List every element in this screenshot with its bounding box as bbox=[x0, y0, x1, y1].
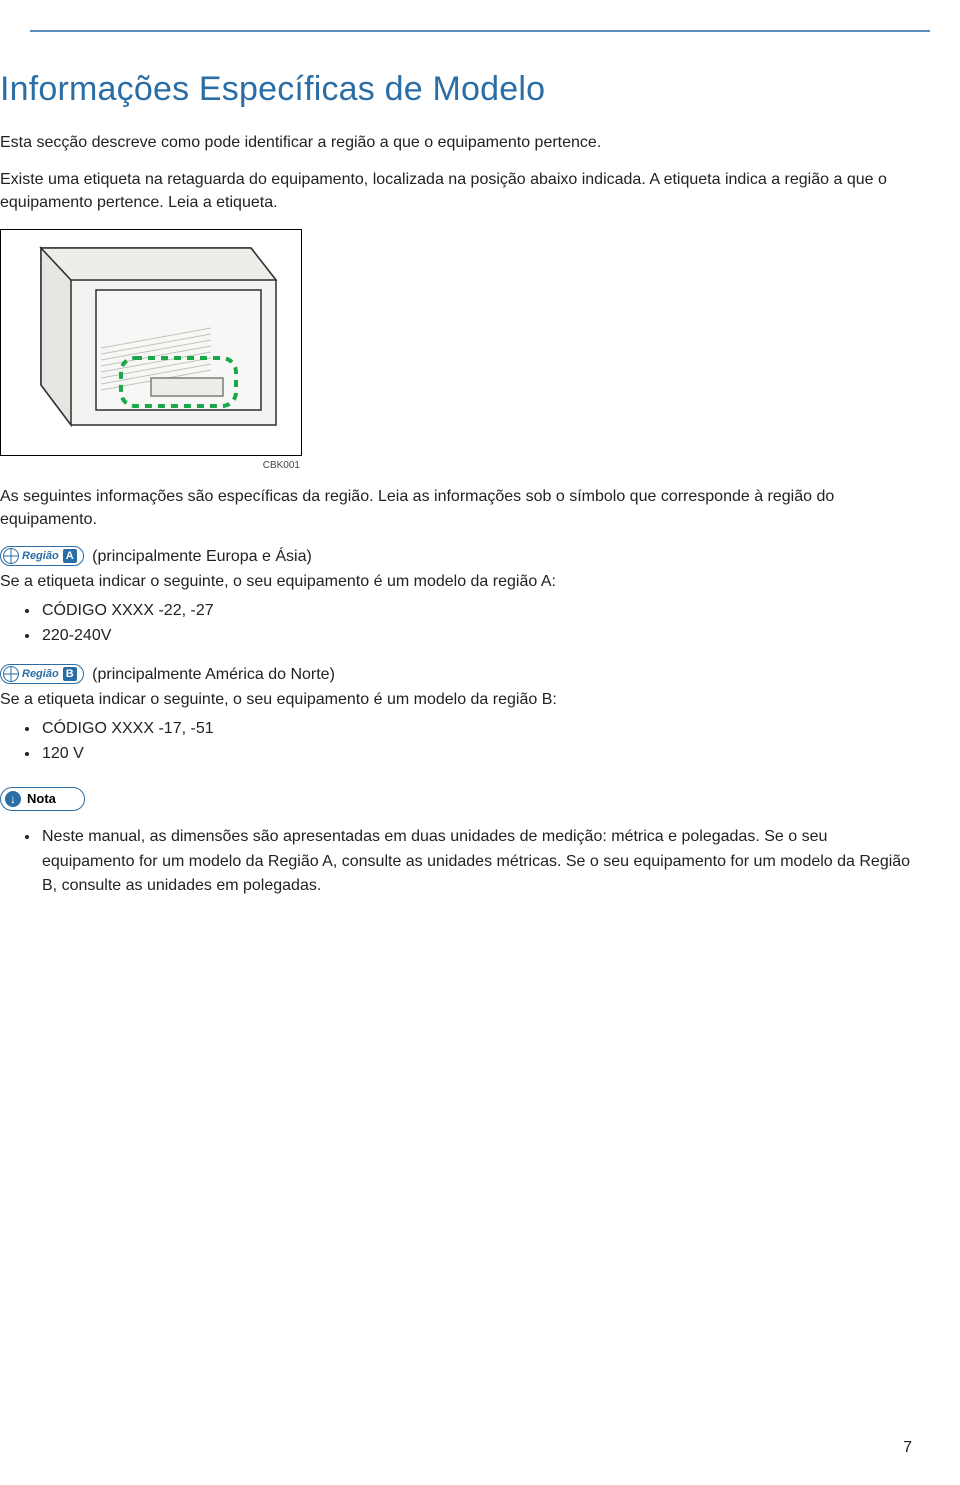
nota-bullets: Neste manual, as dimensões são apresenta… bbox=[0, 825, 912, 899]
region-chip-label: Região bbox=[22, 668, 59, 680]
list-item: 220-240V bbox=[40, 624, 912, 649]
region-chip-letter: A bbox=[63, 549, 77, 563]
nota-label: Nota bbox=[27, 791, 56, 806]
list-item: 120 V bbox=[40, 742, 912, 767]
nota-chip: ↓ Nota bbox=[0, 787, 85, 811]
globe-icon bbox=[3, 666, 19, 682]
printer-figure bbox=[0, 229, 302, 456]
intro-paragraph: Esta secção descreve como pode identific… bbox=[0, 131, 912, 154]
down-arrow-icon: ↓ bbox=[5, 791, 21, 807]
region-chip-letter: B bbox=[63, 667, 77, 681]
region-a-line: Se a etiqueta indicar o seguinte, o seu … bbox=[0, 570, 912, 593]
region-a-suffix: (principalmente Europa e Ásia) bbox=[92, 548, 312, 565]
region-a-bullets: CÓDIGO XXXX -22, -27 220-240V bbox=[0, 599, 912, 649]
page-number: 7 bbox=[903, 1439, 912, 1457]
list-item: CÓDIGO XXXX -17, -51 bbox=[40, 717, 912, 742]
region-b-line: Se a etiqueta indicar o seguinte, o seu … bbox=[0, 688, 912, 711]
paragraph-3: As seguintes informações são específicas… bbox=[0, 485, 912, 531]
region-b-suffix: (principalmente América do Norte) bbox=[92, 666, 335, 683]
printer-illustration bbox=[1, 230, 301, 455]
region-a-block: Região A (principalmente Europa e Ásia) … bbox=[0, 545, 912, 649]
content: Informações Específicas de Modelo Esta s… bbox=[0, 32, 960, 899]
region-b-block: Região B (principalmente América do Nort… bbox=[0, 663, 912, 767]
region-chip-a: Região A bbox=[0, 546, 84, 566]
globe-icon bbox=[3, 548, 19, 564]
region-chip-b: Região B bbox=[0, 664, 84, 684]
page: Informações Específicas de Modelo Esta s… bbox=[0, 30, 960, 1485]
paragraph-2: Existe uma etiqueta na retaguarda do equ… bbox=[0, 168, 912, 214]
list-item: CÓDIGO XXXX -22, -27 bbox=[40, 599, 912, 624]
list-item: Neste manual, as dimensões são apresenta… bbox=[40, 825, 912, 899]
region-b-bullets: CÓDIGO XXXX -17, -51 120 V bbox=[0, 717, 912, 767]
region-chip-label: Região bbox=[22, 550, 59, 562]
figure-caption: CBK001 bbox=[0, 460, 300, 471]
page-title: Informações Específicas de Modelo bbox=[0, 70, 912, 109]
